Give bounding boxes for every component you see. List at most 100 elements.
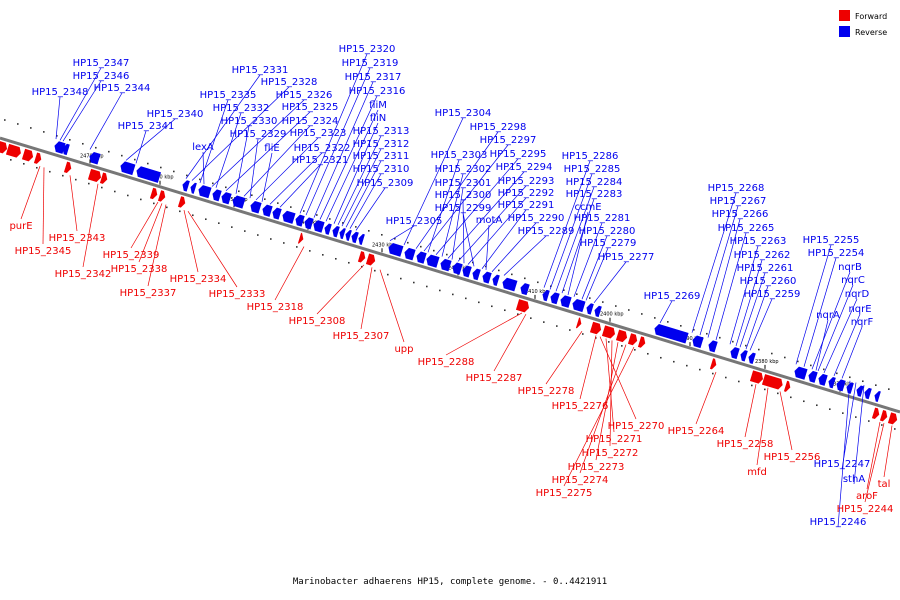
scale-dot — [777, 392, 779, 395]
leader-line — [243, 125, 311, 197]
scale-dot — [348, 261, 350, 264]
leader-line — [59, 67, 102, 141]
leader-line — [823, 298, 858, 374]
leader-line — [811, 271, 851, 370]
leader-line — [305, 67, 371, 216]
scale-dot — [615, 305, 617, 307]
leader-line — [729, 245, 759, 345]
gene-label-hp15-2331: HP15_2331 — [232, 65, 289, 76]
scale-dot — [881, 424, 883, 426]
gene-label-hp15-2275: HP15_2275 — [536, 488, 593, 499]
scale-dot — [790, 396, 792, 399]
scale-dot — [36, 166, 38, 169]
gene-label-hp15-2330: HP15_2330 — [221, 116, 278, 127]
reverse-gene — [324, 223, 332, 235]
scale-dot — [628, 309, 630, 311]
gene-label-hp15-2262: HP15_2262 — [734, 250, 791, 261]
scale-dot — [621, 345, 623, 347]
leader-line — [699, 205, 739, 336]
scale-dot — [114, 190, 116, 193]
gene-label-hp15-2332: HP15_2332 — [213, 103, 270, 114]
scale-dot — [693, 328, 695, 331]
leader-line — [147, 204, 167, 287]
reverse-gene — [808, 370, 818, 383]
scale-dot — [868, 420, 870, 422]
scale-dot — [816, 404, 818, 407]
leader-line — [573, 222, 603, 297]
scale-dot — [530, 317, 532, 319]
gene-label-hp15-2276: HP15_2276 — [552, 401, 609, 412]
scale-dot — [680, 325, 682, 327]
reverse-gene — [482, 271, 492, 284]
reverse-gene — [304, 217, 314, 230]
scale-dot — [420, 245, 422, 248]
gene-label-hp15-2307: HP15_2307 — [333, 331, 390, 342]
scale-dot — [166, 206, 168, 209]
gene-label-hp15-2300: HP15_2300 — [435, 190, 492, 201]
scale-dot — [543, 321, 545, 323]
leader-line — [715, 232, 747, 341]
scale-dot — [322, 254, 324, 256]
leader-line — [599, 336, 637, 420]
gene-label-hp15-2311: HP15_2311 — [353, 151, 410, 162]
tick-label: 2390 kbp — [680, 336, 704, 342]
leader-line — [695, 371, 717, 425]
leader-line — [841, 382, 857, 470]
reverse-gene — [794, 366, 808, 380]
scale-dot — [634, 349, 636, 351]
reverse-gene — [272, 207, 282, 220]
leader-line — [491, 222, 537, 273]
gene-label-arof: aroF — [856, 491, 878, 502]
gene-label-hp15-2303: HP15_2303 — [431, 150, 488, 161]
leader-line — [274, 246, 305, 301]
scale-dot — [270, 238, 272, 240]
leader-line — [779, 391, 793, 451]
gene-label-hp15-2298: HP15_2298 — [470, 122, 527, 133]
leader-line — [549, 173, 593, 290]
gene-label-hp15-2308: HP15_2308 — [289, 316, 346, 327]
scale-dot — [810, 364, 812, 367]
scale-dot — [387, 273, 389, 276]
gene-label-hp15-2339: HP15_2339 — [103, 250, 160, 261]
scale-dot — [179, 210, 181, 213]
scale-dot — [602, 301, 604, 303]
gene-label-hp15-2326: HP15_2326 — [276, 90, 333, 101]
leader-line — [561, 198, 595, 294]
forward-gene — [871, 407, 880, 419]
reverse-gene — [462, 265, 472, 278]
leader-line — [187, 211, 238, 288]
scale-dot — [433, 249, 435, 252]
scale-dot — [686, 364, 688, 367]
scale-dot — [660, 356, 662, 359]
leader-line — [581, 235, 608, 300]
leader-line — [457, 185, 527, 262]
gene-label-hp15-2310: HP15_2310 — [353, 164, 410, 175]
gene-label-hp15-2264: HP15_2264 — [668, 426, 725, 437]
scale-dot — [121, 154, 123, 157]
scale-dot — [563, 289, 565, 292]
reverse-gene — [560, 295, 572, 308]
reverse-gene — [250, 200, 262, 214]
gene-label-hp15-2341: HP15_2341 — [118, 121, 175, 132]
reverse-gene — [221, 192, 232, 205]
gene-label-hp15-2319: HP15_2319 — [342, 58, 399, 69]
forward-gene — [149, 187, 158, 200]
gene-label-hp15-2286: HP15_2286 — [562, 151, 619, 162]
scale-dot — [43, 131, 45, 133]
tick-label: 2410 kbp — [525, 289, 549, 295]
reverse-gene — [836, 379, 846, 392]
gene-label-hp15-2293: HP15_2293 — [498, 176, 555, 187]
gene-label-hp15-2309: HP15_2309 — [357, 178, 414, 189]
scale-dot — [576, 293, 578, 295]
leader-line — [691, 192, 737, 333]
gene-label-flim: fliM — [369, 100, 387, 111]
reverse-gene — [351, 231, 359, 244]
scale-dot — [491, 305, 493, 308]
legend-label-forward: Forward — [855, 12, 887, 21]
leader-line — [435, 158, 519, 255]
gene-label-hp15-2288: HP15_2288 — [418, 357, 475, 368]
reverse-gene — [654, 323, 689, 344]
gene-label-hp15-2254: HP15_2254 — [808, 248, 865, 259]
scale-dot — [784, 356, 786, 359]
leader-line — [485, 224, 490, 270]
